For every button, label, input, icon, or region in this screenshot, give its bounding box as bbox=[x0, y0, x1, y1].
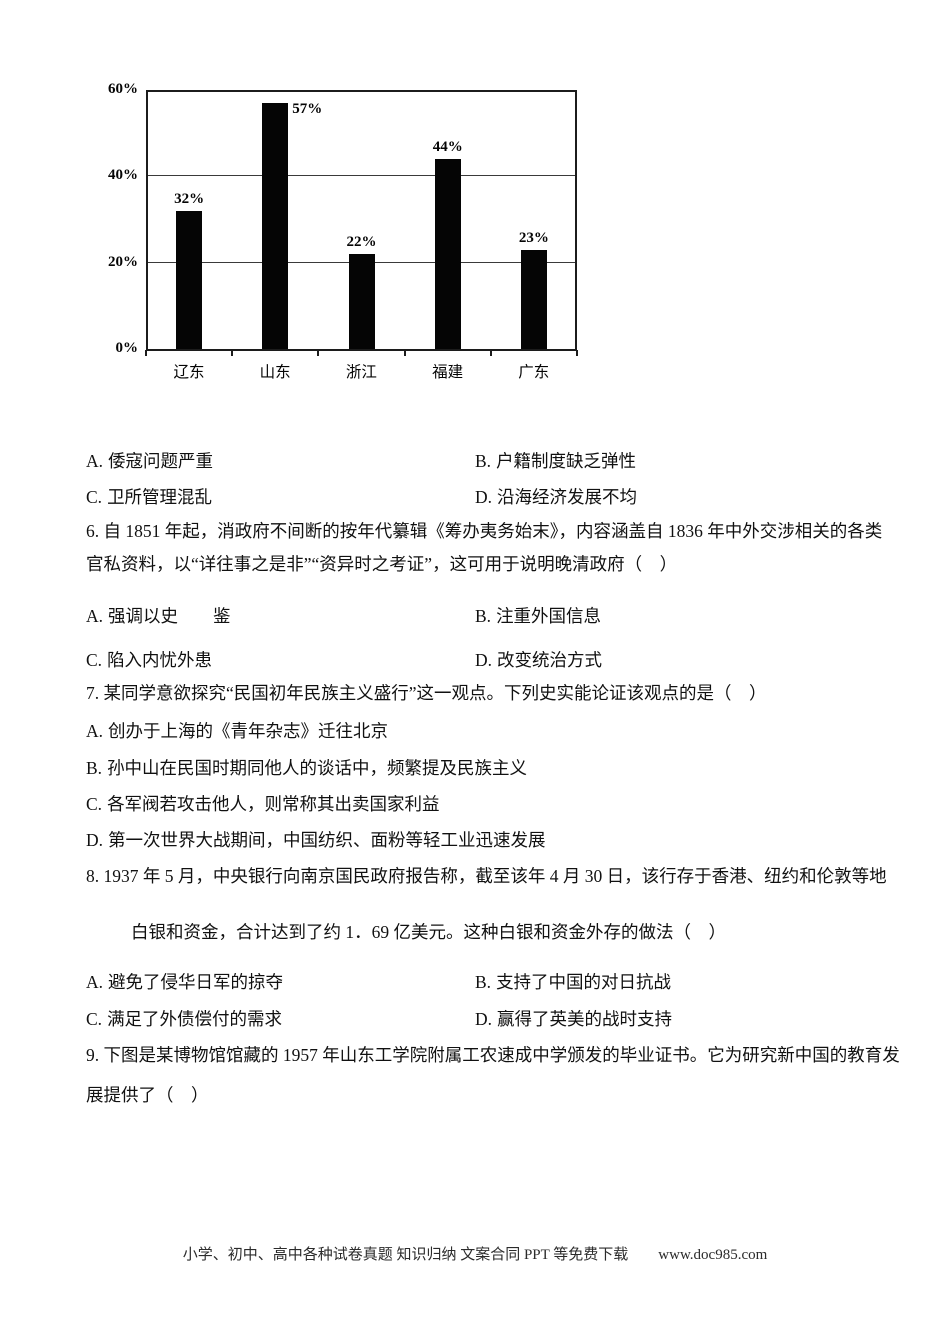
q8-option-d: D. 赢得了英美的战时支持 bbox=[475, 1009, 673, 1029]
q6-stem-line-2: 官私资料，以“详往事之是非”“资异时之考证”，这可用于说明晚清政府（ ） bbox=[86, 554, 678, 574]
bar-value-label-福建: 44% bbox=[432, 139, 463, 156]
q5-option-d: D. 沿海经济发展不均 bbox=[475, 487, 638, 507]
y-axis-label-40%: 40% bbox=[108, 167, 138, 184]
bar-辽东 bbox=[176, 210, 203, 349]
q9-stem-line-1: 9. 下图是某博物馆馆藏的 1957 年山东工学院附属工农速成中学颁发的毕业证书… bbox=[86, 1045, 900, 1065]
q8-options-row-2: C. 满足了外债偿付的需求 D. 赢得了英美的战时支持 bbox=[86, 1010, 876, 1029]
q6-option-d: D. 改变统治方式 bbox=[475, 650, 603, 670]
q7-option-b: B. 孙中山在民国时期同他人的谈话中，频繁提及民族主义 bbox=[86, 758, 528, 778]
q8-option-c: C. 满足了外债偿付的需求 bbox=[86, 1009, 283, 1029]
bar-浙江 bbox=[348, 254, 375, 349]
q8-stem-line-1: 8. 1937 年 5 月，中央银行向南京国民政府报告称，截至该年 4 月 30… bbox=[86, 866, 887, 886]
bar-value-label-辽东: 32% bbox=[174, 190, 205, 207]
q5-options-row-2: C. 卫所管理混乱 D. 沿海经济发展不均 bbox=[86, 488, 876, 507]
x-axis-tick bbox=[403, 350, 406, 356]
bar-value-label-广东: 23% bbox=[518, 229, 549, 246]
q8-option-a: A. 避免了侵华日军的掠夺 bbox=[86, 972, 284, 992]
q6-option-c: C. 陷入内忧外患 bbox=[86, 650, 213, 670]
y-axis-label-60%: 60% bbox=[108, 81, 138, 97]
y-axis-label-0%: 0% bbox=[115, 340, 139, 356]
bar-福建 bbox=[434, 159, 461, 349]
x-axis-tick bbox=[576, 350, 578, 356]
q5-option-a: A. 倭寇问题严重 bbox=[86, 451, 214, 471]
gridline-40 bbox=[148, 175, 575, 177]
q6-option-a: A. 强调以史 鉴 bbox=[86, 606, 231, 626]
q7-option-d: D. 第一次世界大战期间，中国纺织、面粉等轻工业迅速发展 bbox=[86, 830, 546, 850]
x-axis-category-广东: 广东 bbox=[518, 364, 550, 381]
q6-options-row-2: C. 陷入内忧外患 D. 改变统治方式 bbox=[86, 651, 876, 670]
footer-link: www.doc985.com bbox=[658, 1247, 768, 1263]
chart-plot-area: 32% 57% 22% 44% 23% bbox=[146, 90, 577, 351]
x-axis-tick bbox=[145, 350, 147, 356]
q7-option-c: C. 各军阀若攻击他人，则常称其出卖国家利益 bbox=[86, 794, 440, 814]
bar-广东 bbox=[520, 249, 547, 349]
q7-option-a: A. 创办于上海的《青年杂志》迁往北京 bbox=[86, 721, 389, 741]
y-axis-label-20%: 20% bbox=[108, 253, 138, 270]
page-footer: 小学、初中、高中各种试卷真题 知识归纳 文案合同 PPT 等免费下载 www.do… bbox=[0, 1243, 950, 1264]
q6-options-row-1: A. 强调以史 鉴 B. 注重外国信息 bbox=[86, 607, 876, 626]
q5-options-row-1: A. 倭寇问题严重 B. 户籍制度缺乏弹性 bbox=[86, 452, 876, 471]
q6-option-b: B. 注重外国信息 bbox=[475, 606, 602, 626]
bar-value-label-浙江: 22% bbox=[346, 234, 377, 251]
q9-stem-line-2: 展提供了（ ） bbox=[86, 1085, 209, 1105]
q8-stem-line-2: 白银和资金，合计达到了约 1．69 亿美元。这种白银和资金外存的做法（ ） bbox=[131, 922, 726, 942]
x-axis-category-辽东: 辽东 bbox=[173, 364, 205, 381]
bar-chart-figure: 32% 57% 22% 44% 23% 0% 20% 40% 60% 辽东 山东 浙江 福建 广东 bbox=[0, 0, 950, 445]
x-axis-tick bbox=[231, 350, 234, 356]
x-axis-category-福建: 福建 bbox=[432, 364, 464, 381]
q5-option-b: B. 户籍制度缺乏弹性 bbox=[475, 451, 637, 471]
q5-option-c: C. 卫所管理混乱 bbox=[86, 487, 213, 507]
bar-value-label-山东: 57% bbox=[292, 100, 323, 117]
q8-options-row-1: A. 避免了侵华日军的掠夺 B. 支持了中国的对日抗战 bbox=[86, 973, 876, 992]
x-axis-tick bbox=[489, 350, 492, 356]
q7-stem: 7. 某同学意欲探究“民国初年民族主义盛行”这一观点。下列史实能论证该观点的是（… bbox=[86, 683, 767, 703]
x-axis-tick bbox=[317, 350, 320, 356]
q6-stem-line-1: 6. 自 1851 年起，消政府不间断的按年代纂辑《筹办夷务始末》，内容涵盖自 … bbox=[86, 521, 883, 541]
bar-山东 bbox=[262, 102, 289, 349]
x-axis-category-山东: 山东 bbox=[259, 364, 291, 381]
q8-option-b: B. 支持了中国的对日抗战 bbox=[475, 972, 672, 992]
footer-text: 小学、初中、高中各种试卷真题 知识归纳 文案合同 PPT 等免费下载 bbox=[182, 1247, 629, 1263]
x-axis-category-浙江: 浙江 bbox=[345, 364, 377, 381]
